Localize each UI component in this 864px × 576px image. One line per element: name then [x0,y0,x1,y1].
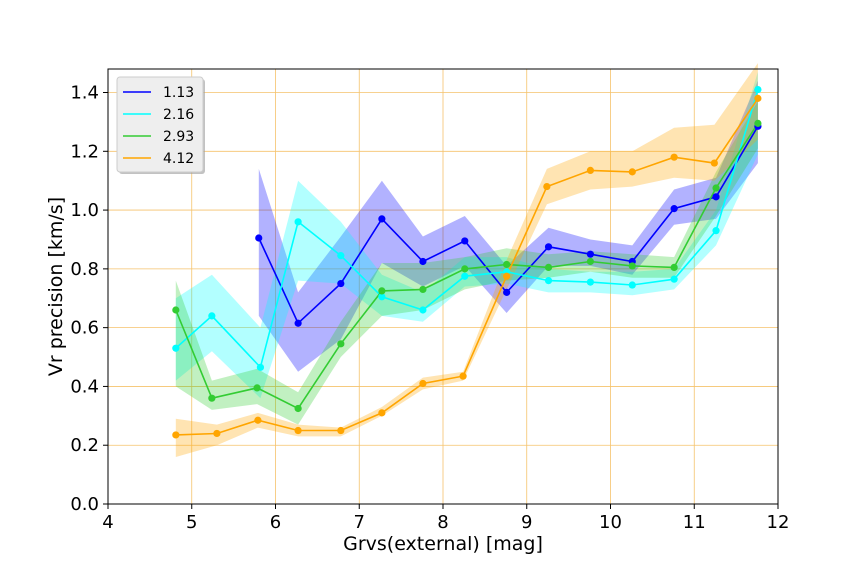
y-tick-label: 0.6 [70,318,99,339]
point-series-1 [544,277,553,285]
point-series-2 [208,394,216,402]
legend-label: 4.12 [163,151,194,167]
point-series-3 [419,379,427,388]
point-series-3 [172,431,180,439]
point-series-0 [503,288,511,296]
point-series-2 [544,263,553,271]
point-series-3 [670,153,678,161]
y-tick-label: 0.4 [70,376,99,397]
point-series-1 [586,278,595,286]
y-tick-label: 1.4 [70,83,99,104]
point-series-3 [628,168,636,176]
point-series-3 [710,159,718,167]
point-series-2 [253,384,261,392]
point-series-0 [670,205,678,213]
band-series-0 [258,80,758,372]
x-tick-label: 5 [186,512,197,533]
point-series-0 [378,215,386,223]
point-series-1 [294,218,302,226]
point-series-0 [712,193,720,201]
x-tick-label: 12 [767,512,790,533]
point-series-1 [378,293,386,301]
point-series-2 [294,404,302,413]
x-tick-label: 8 [437,512,448,533]
point-series-2 [628,262,636,270]
point-series-3 [294,426,302,435]
x-axis-label: Grvs(external) [mag] [343,533,543,555]
point-series-3 [754,94,762,102]
y-axis-ticks: 0.0 0.2 0.4 0.6 0.8 1.0 1.2 1.4 [70,83,108,515]
point-series-1 [256,363,265,371]
x-tick-label: 7 [354,512,365,533]
point-series-0 [586,250,595,258]
point-series-3 [459,372,467,380]
point-series-0 [461,237,469,245]
point-series-3 [254,416,262,424]
x-tick-label: 4 [102,512,113,533]
x-tick-label: 6 [270,512,281,533]
x-tick-label: 11 [683,512,706,533]
point-series-2 [503,260,511,269]
x-axis-ticks: 4 5 6 7 8 9 10 11 12 [102,504,789,533]
legend-box [116,76,204,173]
point-series-3 [543,182,551,191]
confidence-bands [175,63,758,457]
grid-lines [107,69,779,505]
y-axis-label: Vr precision [km/s] [45,197,67,376]
legend-label: 2.16 [163,107,194,123]
point-series-1 [172,344,180,352]
point-series-1 [208,312,216,320]
point-series-2 [754,119,762,127]
point-series-1 [712,227,720,235]
legend: 1.13 2.16 2.93 4.12 [116,76,205,174]
point-series-3 [337,426,345,435]
point-series-0 [294,319,302,327]
x-tick-label: 10 [599,512,622,533]
point-series-3 [378,409,386,417]
point-series-3 [213,429,221,438]
point-series-2 [586,257,595,266]
point-series-0 [255,234,263,242]
point-series-2 [461,265,469,273]
point-series-2 [378,287,386,295]
x-tick-label: 9 [521,512,532,533]
point-series-2 [670,263,678,271]
legend-label: 2.93 [163,129,194,145]
point-series-1 [754,85,762,94]
point-series-1 [628,281,636,289]
band-series-2 [175,101,758,425]
point-series-2 [419,285,427,294]
y-tick-label: 0.0 [70,494,99,515]
point-series-2 [337,340,345,348]
y-tick-label: 0.2 [70,435,99,456]
point-series-1 [419,306,427,314]
band-series-3 [175,63,758,457]
y-tick-label: 0.8 [70,259,99,280]
point-series-1 [670,275,678,283]
y-tick-label: 1.0 [70,200,99,221]
series-points [172,85,762,439]
legend-label: 1.13 [163,85,194,101]
point-series-3 [586,166,595,175]
point-series-1 [337,252,345,260]
point-series-0 [544,243,553,251]
point-series-0 [419,257,427,266]
point-series-2 [172,306,180,314]
point-series-1 [461,272,469,280]
band-series-1 [175,71,758,399]
y-tick-label: 1.2 [70,141,99,162]
point-series-0 [337,279,345,288]
point-series-3 [503,272,511,280]
point-series-2 [712,184,720,192]
